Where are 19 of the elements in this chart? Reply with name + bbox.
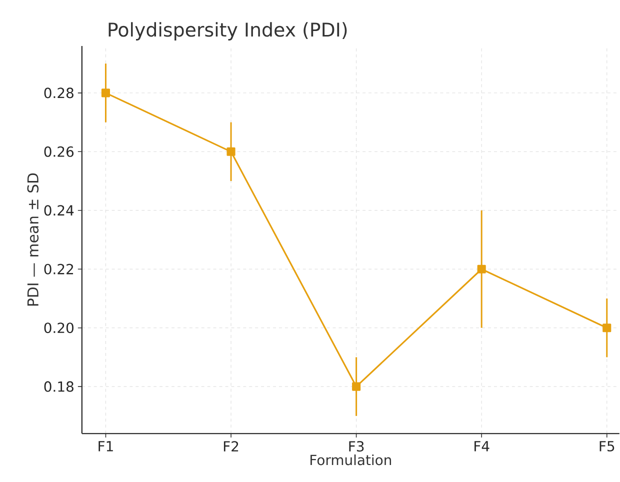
- point: [477, 265, 486, 274]
- y-tick-label: 0.28: [44, 88, 74, 98]
- point: [101, 88, 110, 98]
- y-tick-label: 0.26: [44, 146, 74, 158]
- chart-title: Polydispersity Index (PDI): [108, 22, 347, 41]
- x-tick-label: F2: [224, 441, 238, 452]
- point: [226, 148, 236, 156]
- y-tick-label: 0.20: [44, 322, 74, 334]
- point: [352, 382, 361, 392]
- y-tick-label: 0.18: [44, 382, 74, 392]
- x-tick-label: F1: [98, 441, 113, 452]
- y-tick-label: 0.22: [44, 264, 74, 275]
- point: [602, 324, 612, 332]
- x-tick-label: F4: [474, 441, 490, 452]
- y-tick-label: 0.24: [44, 205, 74, 216]
- y-axis-title: PDI — mean ± SD: [27, 174, 39, 306]
- x-tick-label: F5: [600, 441, 614, 452]
- x-tick-label: F3: [349, 441, 364, 452]
- x-axis-title: Formulation: [310, 454, 392, 466]
